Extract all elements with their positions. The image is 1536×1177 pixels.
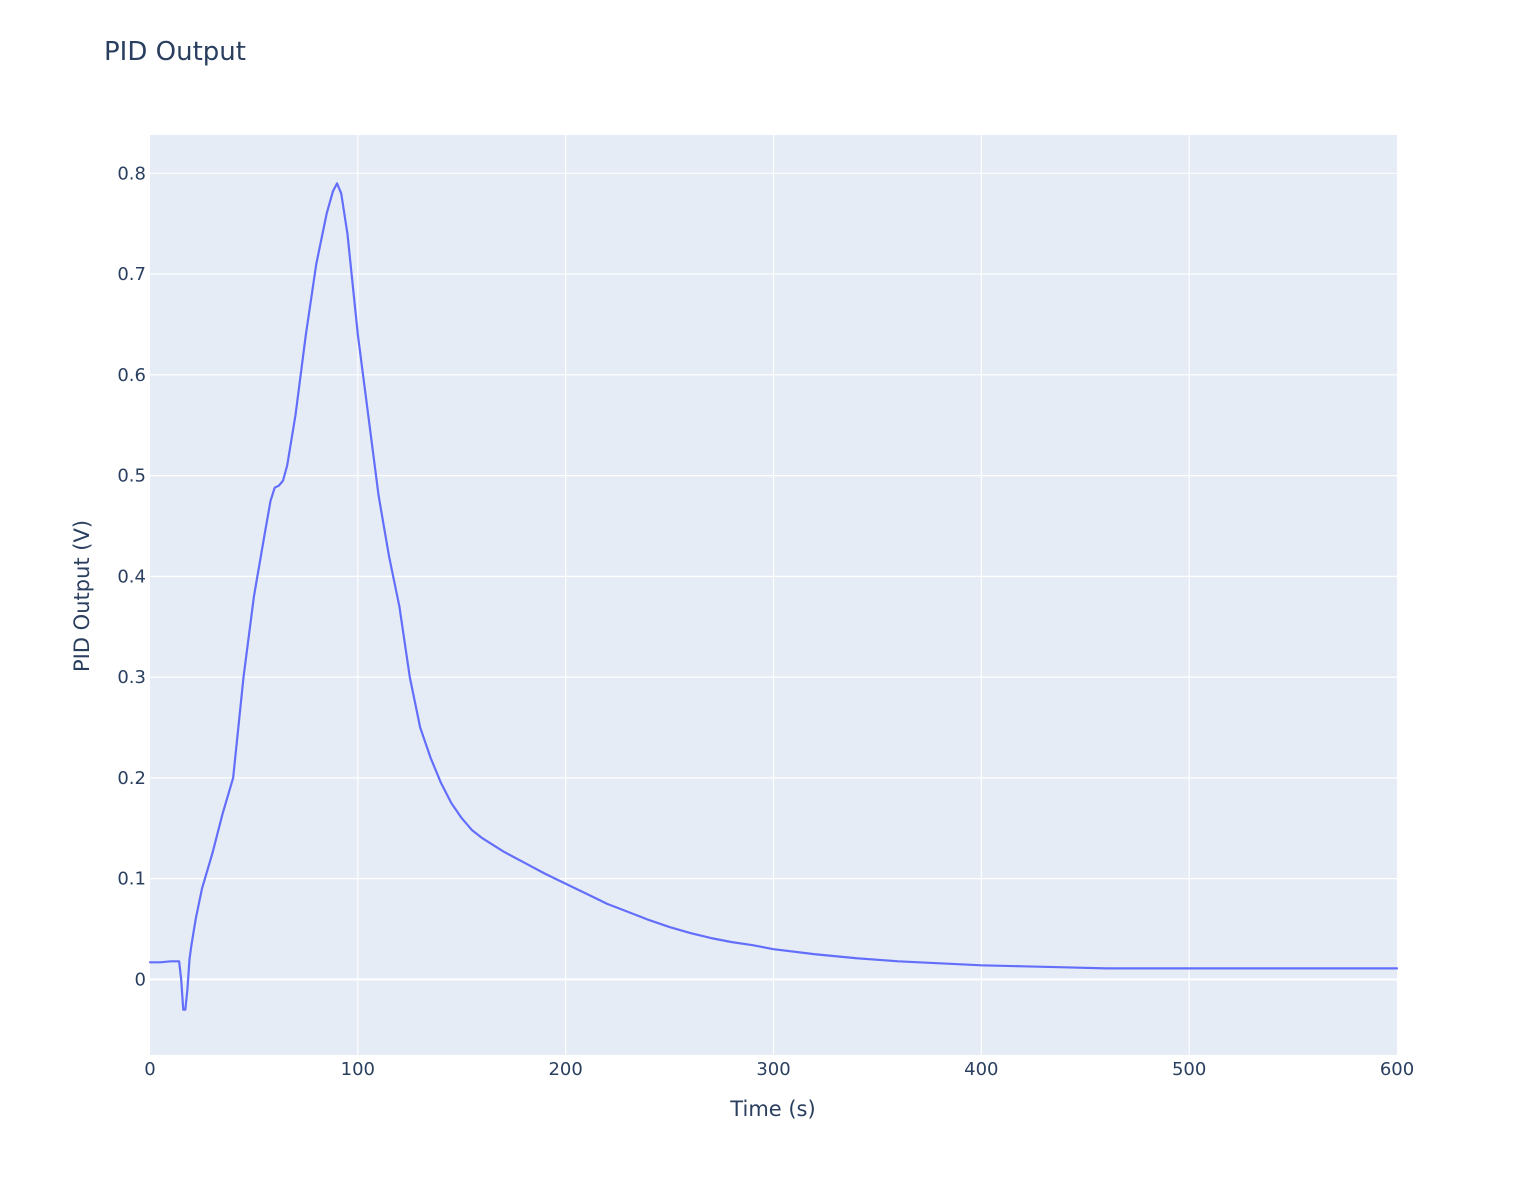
y-tick-label: 0.4 [117, 566, 146, 587]
x-tick-label: 400 [964, 1059, 998, 1080]
y-axis-ticks: 0 0.1 0.2 0.3 0.4 0.5 0.6 0.7 0.8 [117, 163, 146, 990]
y-tick-label: 0.7 [117, 264, 146, 285]
y-tick-label: 0.8 [117, 163, 146, 184]
chart-title: PID Output [104, 37, 246, 67]
x-axis-ticks: 0 100 200 300 400 500 600 [144, 1059, 1414, 1080]
y-tick-label: 0.2 [117, 768, 146, 789]
x-tick-label: 200 [548, 1059, 582, 1080]
y-axis-title: PID Output (V) [70, 520, 94, 672]
x-tick-label: 500 [1172, 1059, 1206, 1080]
x-tick-label: 600 [1380, 1059, 1414, 1080]
y-tick-label: 0.5 [117, 466, 146, 487]
y-tick-label: 0 [135, 969, 146, 990]
x-tick-label: 0 [144, 1059, 155, 1080]
y-tick-label: 0.3 [117, 667, 146, 688]
x-axis-title: Time (s) [729, 1097, 815, 1121]
grid-lines [150, 135, 1397, 1055]
y-tick-label: 0.1 [117, 869, 146, 890]
y-tick-label: 0.6 [117, 365, 146, 386]
pid-output-line [148, 182, 1399, 1011]
x-tick-label: 100 [341, 1059, 375, 1080]
x-tick-label: 300 [756, 1059, 790, 1080]
